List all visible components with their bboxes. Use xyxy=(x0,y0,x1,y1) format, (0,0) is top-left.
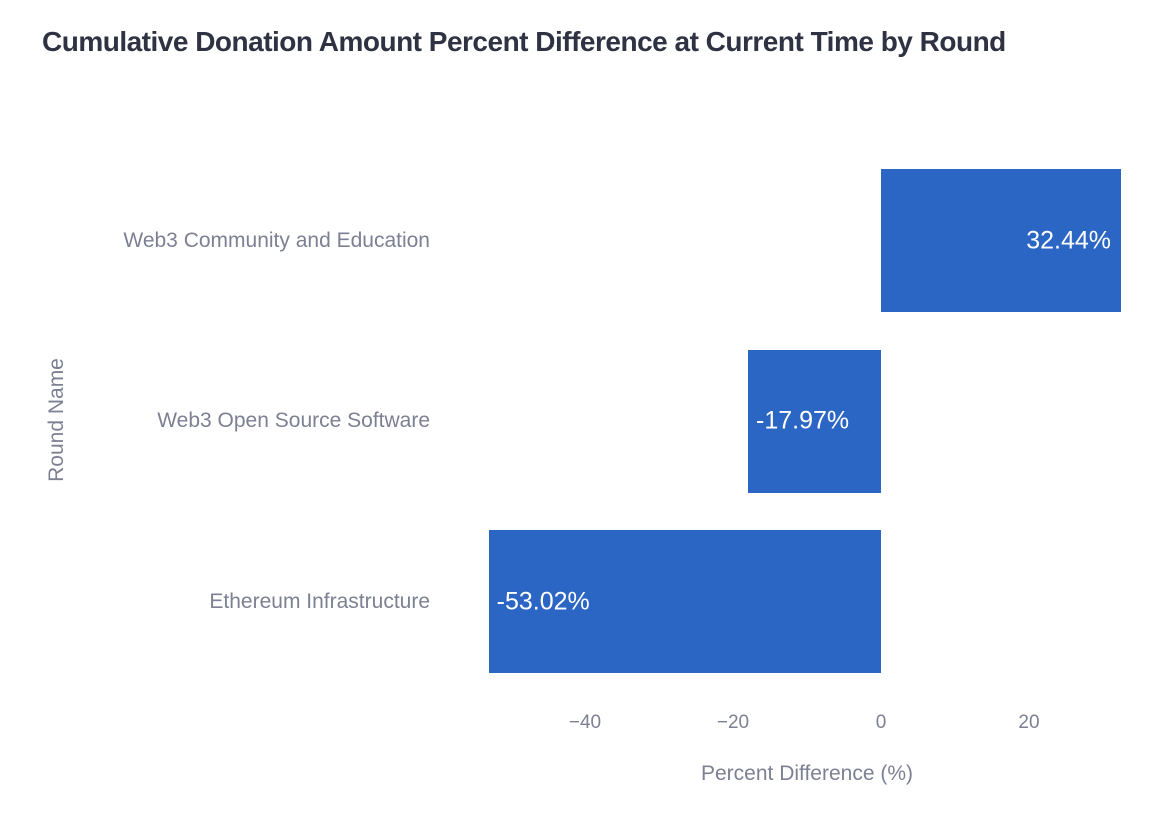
bar-value-label: -53.02% xyxy=(496,587,590,615)
bar-1[interactable]: -17.97% xyxy=(748,349,881,493)
x-tick-3: 20 xyxy=(1018,712,1040,733)
bar-value-label: 32.44% xyxy=(1026,226,1112,254)
x-tick-1: −20 xyxy=(716,712,750,733)
bar-2[interactable]: -53.02% xyxy=(488,530,881,673)
category-label-2: Ethereum Infrastructure xyxy=(209,589,430,613)
category-label-0: Web3 Community and Education xyxy=(123,228,430,252)
category-label-1: Web3 Open Source Software xyxy=(157,409,430,432)
x-tick-2: 0 xyxy=(875,712,887,733)
x-tick-0: −40 xyxy=(568,712,602,733)
chart-title: Cumulative Donation Amount Percent Diffe… xyxy=(42,26,1006,57)
bar-value-label: -17.97% xyxy=(756,406,850,435)
bar-0[interactable]: 32.44% xyxy=(881,169,1122,312)
x-axis-title: Percent Difference (%) xyxy=(700,762,914,785)
